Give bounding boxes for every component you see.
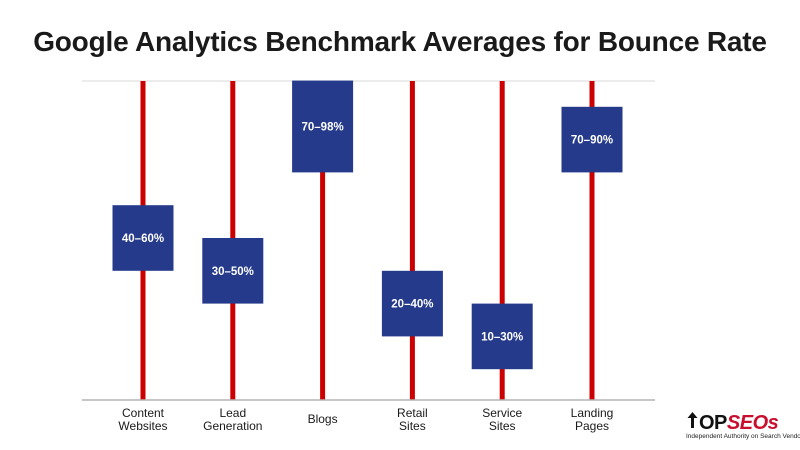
range-box <box>292 80 354 173</box>
range-box <box>112 205 174 271</box>
category-label: Retail <box>397 406 428 420</box>
chart-title: Google Analytics Benchmark Averages for … <box>33 26 767 57</box>
range-label: 20–40% <box>391 299 433 311</box>
brand-tagline: Independent Authority on Search Vendors <box>686 433 800 440</box>
category-label: Sites <box>399 419 426 433</box>
range-box <box>381 270 443 337</box>
category-label: Generation <box>203 419 262 433</box>
category-label: Sites <box>489 419 516 433</box>
category-label: Content <box>122 406 165 420</box>
range-label: 30–50% <box>212 266 254 278</box>
topseos-logo: OP SEOs Independent Authority on Search V… <box>686 411 800 441</box>
category-label: Lead <box>219 406 246 420</box>
range-box <box>471 303 533 370</box>
range-label: 10–30% <box>481 331 523 343</box>
range-box <box>561 106 623 173</box>
brand-wordmark: OP SEOs <box>686 411 796 433</box>
range-label: 40–60% <box>122 233 164 245</box>
category-label: Pages <box>575 419 609 433</box>
category-label: Service <box>482 406 522 420</box>
brand-name-op: OP <box>699 412 727 434</box>
range-boxes-layer: 40–60% 30–50% 70–98% 20–40% 10–30% 70–90% <box>112 80 623 370</box>
category-label: Blogs <box>308 412 338 426</box>
category-label: Websites <box>118 419 167 433</box>
category-label: Landing <box>571 406 614 420</box>
range-box <box>202 238 264 304</box>
range-label: 70–98% <box>301 121 343 133</box>
up-arrow-icon <box>687 412 698 428</box>
range-label: 70–90% <box>571 135 613 147</box>
brand-name-seos: SEOs <box>726 412 779 434</box>
